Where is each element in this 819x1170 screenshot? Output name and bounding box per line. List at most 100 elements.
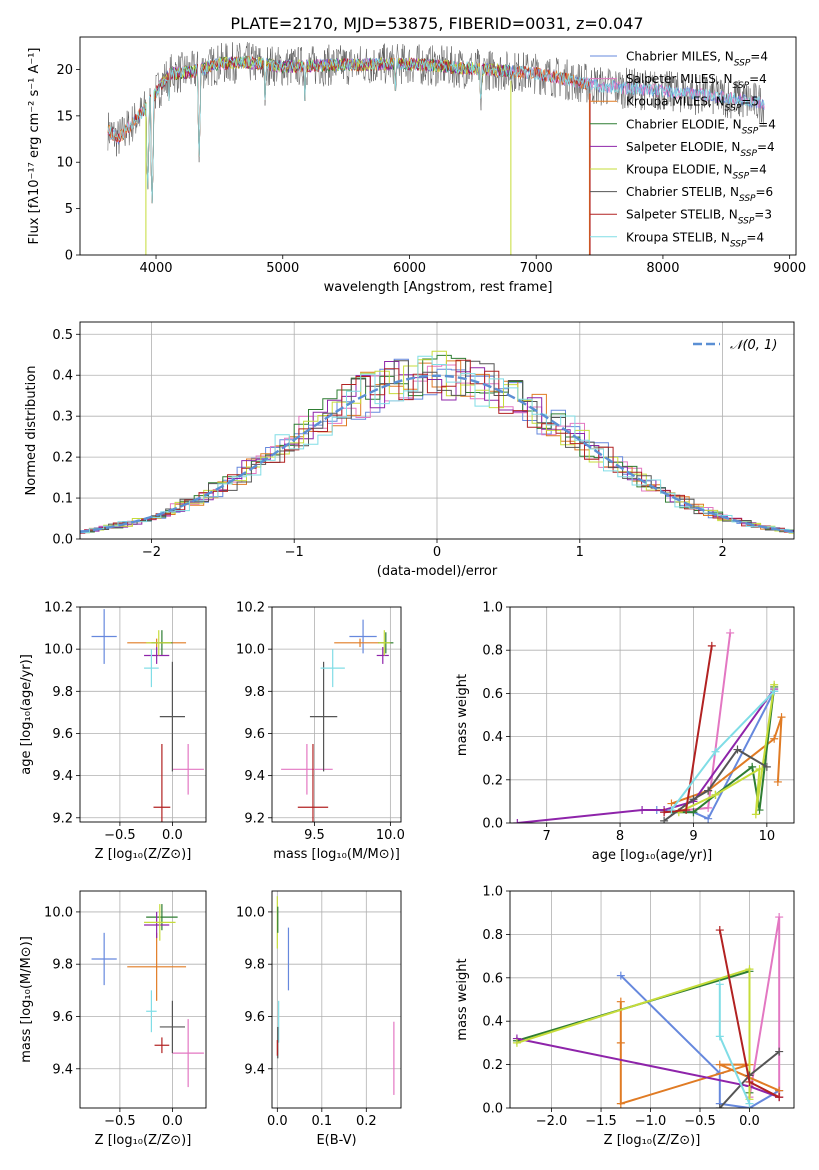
axes: 0.0 0.1 0.2 9.4 9.6 9.8 10.0 E(B-V) <box>236 890 402 1148</box>
legend-label-tail: =4 <box>746 230 764 244</box>
legend-label: Kroupa ELODIE, NSSP=4 <box>626 163 767 182</box>
legend-label-tail: =4 <box>749 163 767 177</box>
legend-label-main: Chabrier ELODIE, N <box>626 117 742 131</box>
axes-frame <box>79 606 207 823</box>
axes-frame <box>271 606 402 823</box>
legend-label: Salpeter STELIB, NSSP=3 <box>626 208 772 227</box>
legend-label-tail: =3 <box>754 208 772 222</box>
y-tick-label: 9.8 <box>244 685 265 700</box>
legend-label-main: Kroupa STELIB, N <box>626 230 730 244</box>
mass-vs-metallicity-panel: −0.5 0.0 9.4 9.6 9.8 10.0 Z [log₁₀(Z/Z⊙)] mass … <box>19 890 207 1148</box>
x-axis-label: Z [log₁₀(Z/Z⊙)] <box>95 1133 192 1148</box>
legend-label-subscript: SSP <box>730 239 747 249</box>
figure-title: PLATE=2170, MJD=53875, FIBERID=0031, z=0… <box>230 14 643 33</box>
weight-line <box>517 688 776 823</box>
y-tick-label: 1.0 <box>482 885 503 900</box>
x-axis-label: Z [log₁₀(Z/Z⊙)] <box>604 1133 701 1148</box>
y-axis-label: mass [log₁₀(M/M⊙)] <box>19 936 34 1063</box>
weight-marker <box>751 810 760 819</box>
mass-weight-vs-age-panel: 7 8 9 10 0.0 0.2 0.4 0.6 0.8 1.0 age [log₁₀(age/yr… <box>455 601 795 863</box>
x-tick-label: 0.2 <box>356 1114 377 1129</box>
y-axis-label: mass weight <box>455 674 470 756</box>
x-tick-label: −2 <box>142 545 161 560</box>
weight-marker <box>704 803 713 812</box>
x-tick-label: 7000 <box>520 261 553 276</box>
plot-area <box>91 904 204 1088</box>
y-tick-label: 10.2 <box>236 601 265 616</box>
spectrum-line <box>107 56 765 204</box>
age-vs-mass-panel: 9.5 10.0 9.2 9.4 9.6 9.8 10.0 10.2 mass [log₁₀(M… <box>236 601 405 863</box>
legend-label-tail: =4 <box>758 117 776 131</box>
weight-marker <box>745 1077 754 1086</box>
weight-marker <box>733 745 742 754</box>
y-tick-label: 1.0 <box>482 601 503 616</box>
y-tick-label: 0.4 <box>482 1015 503 1030</box>
y-tick-label: 10.0 <box>236 643 265 658</box>
y-tick-label: 0.0 <box>482 1102 503 1117</box>
legend-label: Chabrier MILES, NSSP=4 <box>626 50 768 69</box>
y-tick-label: 9.8 <box>244 958 265 973</box>
weight-marker <box>660 816 669 823</box>
y-tick-label: 9.2 <box>52 811 73 826</box>
x-tick-label: 9000 <box>773 261 806 276</box>
weight-marker <box>745 965 754 974</box>
axes: −0.5 0.0 9.4 9.6 9.8 10.0 Z [log₁₀(Z/Z⊙)] mass … <box>19 890 207 1148</box>
y-tick-label: 10 <box>56 156 73 171</box>
weight-marker <box>777 713 786 722</box>
legend-label-main: Salpeter ELODIE, N <box>626 140 740 154</box>
weight-marker <box>711 747 720 756</box>
x-axis-label: age [log₁₀(age/yr)] <box>592 848 713 863</box>
weight-marker <box>715 1060 724 1069</box>
x-tick-label: 0.1 <box>311 1114 332 1129</box>
x-tick-label: 0.0 <box>739 1114 760 1129</box>
y-tick-label: 0.1 <box>52 492 73 507</box>
axes: 9.5 10.0 9.2 9.4 9.6 9.8 10.0 10.2 mass [log₁₀(M… <box>236 601 405 863</box>
weight-marker <box>715 1032 724 1041</box>
x-tick-label: 9 <box>689 829 697 844</box>
weight-marker <box>770 734 779 743</box>
axes: 7 8 9 10 0.0 0.2 0.4 0.6 0.8 1.0 age [log₁₀(age/yr… <box>455 601 795 863</box>
y-tick-label: 10.0 <box>236 905 265 920</box>
x-tick-label: −0.5 <box>684 1114 716 1129</box>
y-tick-label: 9.2 <box>244 811 265 826</box>
weight-marker <box>707 641 716 650</box>
y-tick-label: 0.2 <box>482 773 503 788</box>
normal-curve <box>80 374 794 533</box>
y-tick-label: 15 <box>56 109 73 124</box>
axes-frame <box>79 890 207 1109</box>
y-tick-label: 0 <box>65 249 73 264</box>
histogram-steps <box>80 355 794 534</box>
legend-label-subscript: SSP <box>739 194 756 204</box>
x-tick-label: 2 <box>718 545 726 560</box>
weight-marker <box>704 786 713 795</box>
y-tick-label: 9.8 <box>52 958 73 973</box>
weight-line <box>619 1001 780 1106</box>
legend-label-main: Kroupa MILES, N <box>626 95 725 109</box>
x-tick-label: 10 <box>759 829 776 844</box>
weight-marker <box>704 814 713 823</box>
y-tick-label: 9.4 <box>244 1062 265 1077</box>
y-tick-label: 0.8 <box>482 644 503 659</box>
legend-label-main: Salpeter MILES, N <box>626 72 733 86</box>
y-tick-label: 0.0 <box>52 533 73 548</box>
weight-marker <box>682 806 691 815</box>
weight-marker <box>748 762 757 771</box>
y-tick-label: 9.4 <box>52 1062 73 1077</box>
legend-label-subscript: SSP <box>733 172 750 182</box>
y-tick-label: 9.8 <box>52 685 73 700</box>
weight-marker <box>773 777 782 786</box>
y-tick-label: 20 <box>56 63 73 78</box>
x-axis-label: mass [log₁₀(M/M⊙)] <box>273 847 400 862</box>
axes-frame <box>79 36 797 256</box>
y-tick-label: 9.6 <box>244 1010 265 1025</box>
y-tick-label: 9.6 <box>52 1010 73 1025</box>
y-tick-label: 0.8 <box>482 928 503 943</box>
legend-label-subscript: SSP <box>742 126 759 136</box>
legend-label-tail: =4 <box>757 140 775 154</box>
weight-marker <box>689 795 698 804</box>
plot-area <box>80 350 794 535</box>
y-tick-label: 0.2 <box>482 1058 503 1073</box>
legend-label-subscript: SSP <box>734 59 751 69</box>
y-tick-label: 10.2 <box>44 601 73 616</box>
